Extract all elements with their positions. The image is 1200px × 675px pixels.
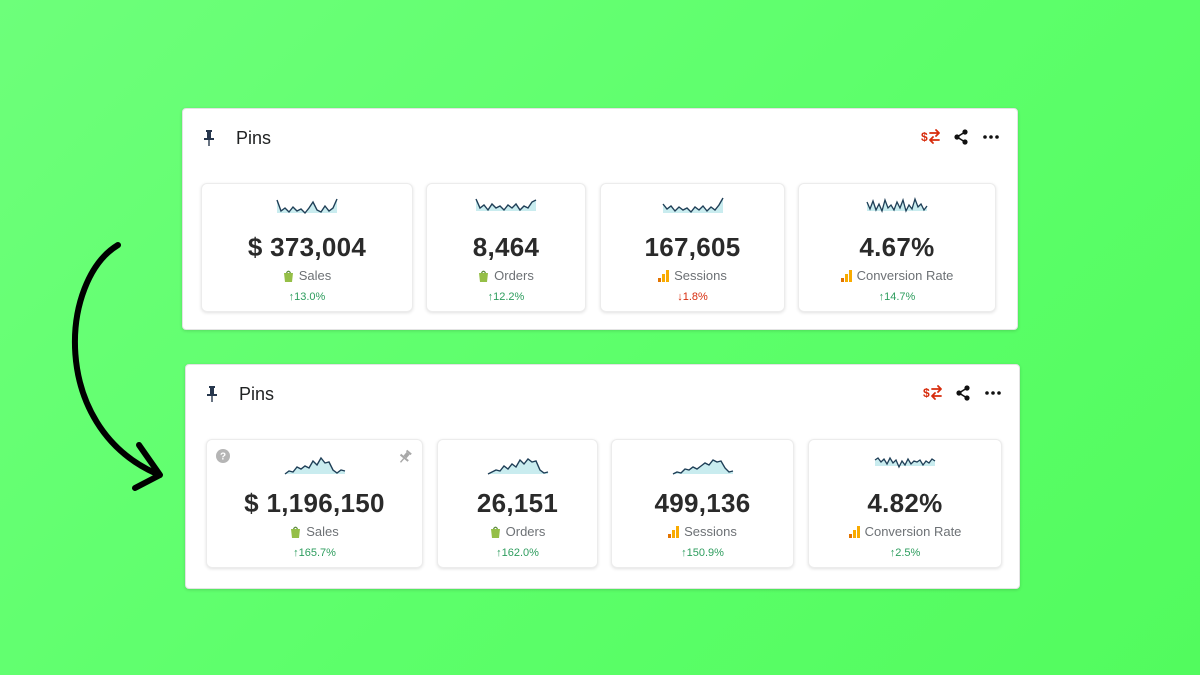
sparkline-chart: [487, 458, 548, 475]
analytics-icon: [668, 525, 680, 538]
more-options-icon[interactable]: [983, 383, 1003, 403]
pins-panel-top: Pins $: [182, 108, 1018, 330]
help-icon[interactable]: ?: [216, 449, 230, 463]
shopify-icon: [479, 270, 489, 282]
share-icon[interactable]: [951, 127, 971, 147]
panel-title: Pins: [236, 128, 272, 148]
metric-label: Conversion Rate: [856, 268, 954, 283]
metric-card-conversion-rate[interactable]: 4.67% Conversion Rate ↑14.7%: [798, 183, 996, 312]
metric-change: ↑165.7%: [293, 547, 336, 559]
sparkline-chart: [475, 198, 537, 212]
metric-change: ↑13.0%: [288, 291, 326, 303]
currency-swap-icon[interactable]: $: [921, 127, 941, 147]
metric-label: Sessions: [684, 524, 737, 539]
metric-card-sessions[interactable]: 167,605 Sessions ↓1.8%: [600, 183, 785, 312]
metric-change: ↑150.9%: [681, 547, 724, 559]
sparkline-chart: [874, 456, 936, 469]
metric-value: 8,464: [472, 232, 540, 262]
metric-value: $ 373,004: [247, 232, 367, 262]
metric-label: Sales: [306, 524, 339, 539]
metric-label: Sales: [298, 268, 332, 283]
sparkline-chart: [661, 197, 724, 214]
panel-header: Pins $: [183, 109, 1017, 167]
metric-value: $ 1,196,150: [244, 488, 385, 518]
analytics-icon: [658, 269, 670, 282]
pushpin-icon: [207, 386, 217, 402]
more-options-icon[interactable]: [981, 127, 1001, 147]
analytics-icon: [840, 269, 852, 282]
svg-text:$: $: [923, 386, 930, 400]
pushpin-icon: [204, 130, 214, 146]
metric-value: 499,136: [654, 488, 751, 518]
pins-panel-bottom: Pins $: [185, 364, 1020, 589]
metric-change: ↑2.5%: [889, 547, 921, 559]
analytics-icon: [848, 525, 860, 538]
pin-toggle-icon[interactable]: [397, 449, 413, 465]
panel-toolbar: $: [921, 127, 1001, 147]
metric-change: ↑14.7%: [878, 291, 916, 303]
metric-card-sales[interactable]: $ 373,004 Sales ↑13.0%: [201, 183, 413, 312]
metric-change: ↑162.0%: [496, 547, 539, 559]
sparkline-chart: [276, 198, 338, 215]
metric-card-sales[interactable]: ? $ 1,196,150 Sales ↑165.7%: [206, 439, 423, 568]
metric-label: Orders: [494, 268, 534, 283]
currency-swap-icon[interactable]: $: [923, 383, 943, 403]
metric-change: ↑12.2%: [487, 291, 525, 303]
sparkline-chart: [284, 456, 345, 475]
metric-value: 4.67%: [859, 232, 935, 262]
share-icon[interactable]: [953, 383, 973, 403]
svg-text:?: ?: [220, 452, 226, 463]
metric-card-orders[interactable]: 26,151 Orders ↑162.0%: [437, 439, 598, 568]
sparkline-chart: [672, 459, 733, 475]
panel-header: Pins $: [186, 365, 1019, 423]
panel-title: Pins: [239, 384, 275, 404]
metric-card-sessions[interactable]: 499,136 Sessions ↑150.9%: [611, 439, 794, 568]
metric-card-orders[interactable]: 8,464 Orders ↑12.2%: [426, 183, 586, 312]
metric-label: Conversion Rate: [864, 524, 962, 539]
curved-arrow: [72, 242, 163, 491]
metric-value: 4.82%: [867, 488, 943, 518]
metric-change: ↓1.8%: [677, 291, 708, 303]
shopify-icon: [283, 270, 293, 282]
metric-label: Orders: [505, 524, 546, 539]
metric-value: 167,605: [644, 232, 741, 262]
panel-toolbar: $: [923, 383, 1003, 403]
metric-label: Sessions: [674, 268, 727, 283]
metric-value: 26,151: [476, 488, 559, 518]
sparkline-chart: [866, 196, 928, 213]
shopify-icon: [291, 526, 301, 538]
metric-card-conversion-rate[interactable]: 4.82% Conversion Rate ↑2.5%: [808, 439, 1002, 568]
svg-text:$: $: [921, 130, 928, 144]
shopify-icon: [490, 526, 500, 538]
